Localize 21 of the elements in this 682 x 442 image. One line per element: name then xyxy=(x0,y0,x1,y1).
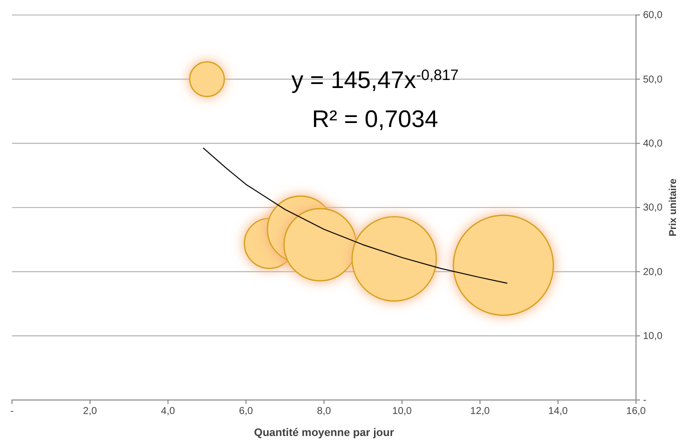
y-axis-title: Prix unitaire xyxy=(668,178,679,236)
x-tick-label: 4,0 xyxy=(161,406,176,418)
x-tick-label: 12,0 xyxy=(470,406,490,418)
x-tick-label: 16,0 xyxy=(626,406,646,418)
y-tick-label: 50,0 xyxy=(643,74,663,86)
x-tick-label: 2,0 xyxy=(83,406,98,418)
x-tick-label: 10,0 xyxy=(392,406,412,418)
y-tick-label: 20,0 xyxy=(643,266,663,278)
y-tick-label: 10,0 xyxy=(643,331,663,342)
x-tick-label: 8,0 xyxy=(317,406,332,418)
annotation: R² = 0,7034 xyxy=(312,106,438,133)
y-tick-label: - xyxy=(643,395,646,406)
x-tick-label: 14,0 xyxy=(548,406,568,418)
x-tick-label: 6,0 xyxy=(239,406,254,418)
x-tick-label: - xyxy=(10,406,14,418)
y-tick-label: 40,0 xyxy=(643,138,663,150)
line-series xyxy=(202,147,508,284)
annotation: y = 145,47x$^{-0,817}$ xyxy=(291,66,459,94)
x-axis-title: Quantité moyenne par jour xyxy=(254,427,395,439)
y-tick-label: 30,0 xyxy=(643,202,663,214)
y-tick-label: 60,0 xyxy=(643,10,663,22)
